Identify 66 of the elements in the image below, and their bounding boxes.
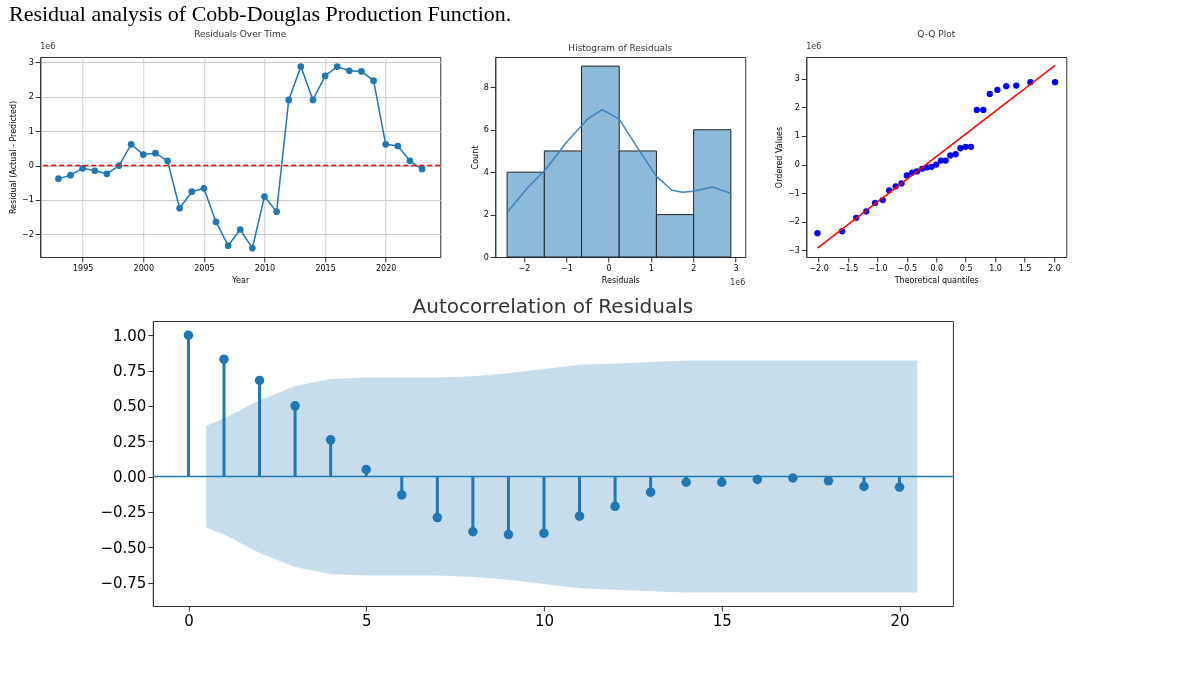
y-tick-label: 0.50: [112, 397, 147, 416]
text: 1e6: [806, 42, 822, 51]
x-axis-title: Residuals: [601, 275, 640, 285]
x-tick-label: 2: [691, 263, 697, 273]
x-tick-label: 2005: [194, 263, 215, 273]
x-tick-label: −0.5: [897, 263, 918, 273]
y-tick-label: −2: [787, 217, 800, 227]
chart-title: Q-Q Plot: [917, 29, 956, 39]
x-tick-label: 2000: [133, 263, 154, 273]
chart-title: Histogram of Residuals: [568, 43, 673, 53]
y-tick-label: 2: [483, 210, 489, 220]
x-tick-label: 1995: [72, 263, 94, 273]
y-tick-label: 0: [28, 161, 34, 171]
x-tick-label: −2.0: [809, 263, 829, 273]
y-tick-label: 3: [794, 74, 800, 84]
y-tick-label: 2: [28, 92, 34, 102]
chart-title: Residuals Over Time: [194, 29, 287, 39]
x-tick-label: 1.0: [989, 263, 1002, 273]
y-tick-label: 4: [483, 167, 489, 177]
x-tick-label: 5: [361, 611, 372, 630]
y-tick-label: 0: [794, 160, 800, 170]
y-tick-label: −0.50: [100, 538, 147, 557]
x-tick-label: 1.5: [1018, 263, 1032, 273]
x-tick-label: 2020: [376, 263, 397, 273]
y-tick-label: 3: [28, 58, 34, 67]
x-tick-label: −1.5: [838, 263, 859, 273]
y-tick-label: −1: [21, 195, 34, 205]
y-axis-title: Ordered Values: [774, 126, 784, 189]
x-tick-label: 2010: [254, 263, 276, 273]
x-tick-label: 0.0: [930, 263, 944, 273]
y-tick-label: −1: [787, 188, 800, 198]
y-tick-label: 2: [794, 102, 800, 112]
y-tick-label: −2: [21, 229, 34, 239]
text: 1e6: [40, 42, 56, 51]
x-tick-label: 1: [648, 263, 654, 273]
chart-title: Autocorrelation of Residuals: [412, 294, 694, 318]
y-tick-label: 1.00: [112, 326, 147, 345]
y-axis-title: Count: [470, 145, 480, 170]
x-tick-label: −1.0: [868, 263, 888, 273]
y-tick-label: 0: [483, 252, 489, 262]
y-tick-label: 6: [483, 125, 489, 135]
y-tick-label: −0.25: [100, 503, 147, 522]
y-tick-label: 0.25: [112, 432, 147, 451]
x-tick-label: 2015: [315, 263, 336, 273]
x-tick-label: 0: [184, 611, 194, 630]
x-tick-label: 0.5: [959, 263, 973, 273]
x-tick-label: 10: [534, 611, 555, 630]
y-axis-title: Residual (Actual - Predicted): [8, 100, 18, 215]
text: 1e6: [730, 278, 746, 287]
y-tick-label: −0.75: [100, 574, 147, 593]
y-tick-label: 1: [28, 126, 34, 136]
y-tick-label: −3: [787, 245, 800, 255]
y-tick-label: 0.75: [112, 362, 147, 380]
x-tick-label: 2.0: [1048, 263, 1061, 273]
y-tick-label: 8: [483, 82, 489, 92]
x-tick-label: 15: [712, 611, 732, 630]
x-tick-label: −1: [560, 263, 573, 273]
y-tick-label: 1: [794, 131, 800, 141]
text: Residual analysis of Cobb-Douglas Production Function.: [8, 0, 512, 26]
x-tick-label: −2: [518, 263, 531, 273]
x-tick-label: 20: [890, 611, 910, 630]
x-axis-title: Year: [231, 275, 250, 285]
x-tick-label: 3: [733, 263, 739, 273]
y-tick-label: 0.00: [112, 468, 147, 487]
x-axis-title: Theoretical quantiles: [893, 275, 979, 285]
x-tick-label: 0: [606, 263, 612, 273]
